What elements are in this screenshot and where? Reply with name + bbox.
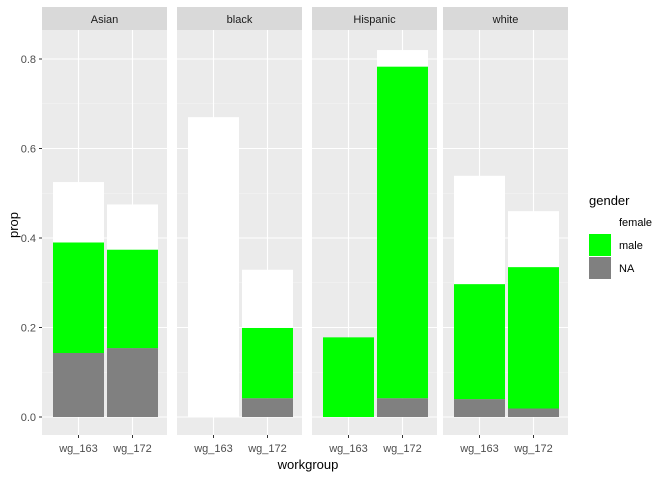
bar-white-wg_172-female xyxy=(508,211,559,268)
bar-asian-wg_172-male xyxy=(107,249,158,349)
bar-asian-wg_163-na xyxy=(53,353,104,417)
x-tick-label: wg_172 xyxy=(513,443,553,455)
bar-white-wg_172-male xyxy=(508,267,559,409)
bar-black-wg_172-female xyxy=(242,269,293,328)
y-tick-label: 0.4 xyxy=(21,233,36,245)
x-tick-label: wg_172 xyxy=(247,443,287,455)
x-tick-label: wg_163 xyxy=(328,443,368,455)
x-axis-title: workgroup xyxy=(277,457,339,472)
legend-key-female xyxy=(589,211,611,233)
legend-label-na: NA xyxy=(619,263,635,275)
y-tick-label: 0.6 xyxy=(21,144,36,156)
facet-strip-label: Hispanic xyxy=(353,14,396,26)
bar-hispanic-wg_172-male xyxy=(377,66,428,399)
bar-white-wg_163-na xyxy=(454,399,505,417)
facet-strip xyxy=(443,7,568,30)
x-tick-label: wg_172 xyxy=(382,443,422,455)
facet-strip xyxy=(42,7,167,30)
legend-label-female: female xyxy=(619,217,652,229)
bar-white-wg_163-male xyxy=(454,284,505,400)
facet-panel-black: black wg_163 wg_172 xyxy=(177,7,302,455)
bar-black-wg_172-male xyxy=(242,327,293,399)
bar-black-wg_172-na xyxy=(242,398,293,417)
x-tick-label: wg_172 xyxy=(112,443,152,455)
bar-black-wg_163-female xyxy=(188,117,239,418)
bar-hispanic-wg_163-male xyxy=(323,337,374,417)
x-tick-label: wg_163 xyxy=(193,443,233,455)
bar-asian-wg_172-female xyxy=(107,204,158,250)
x-tick-label: wg_163 xyxy=(459,443,499,455)
facet-panel-hispanic: Hispanic wg_163 wg_172 xyxy=(312,7,437,455)
legend: gender female male NA xyxy=(589,193,652,279)
y-tick-label: 0.8 xyxy=(21,54,36,66)
x-tick-label: wg_163 xyxy=(58,443,98,455)
bar-asian-wg_172-na xyxy=(107,348,158,417)
facet-panel-white: white wg_163 wg_172 xyxy=(443,7,568,455)
facet-strip xyxy=(177,7,302,30)
bar-asian-wg_163-female xyxy=(53,182,104,243)
facet-panel-asian: Asian wg_163 wg_172 xyxy=(42,7,167,455)
legend-title: gender xyxy=(589,193,630,208)
y-axis-title: prop xyxy=(6,212,21,238)
facet-strip-label: Asian xyxy=(91,14,119,26)
legend-label-male: male xyxy=(619,240,643,252)
bar-hispanic-wg_172-na xyxy=(377,398,428,417)
y-tick-label: 0.0 xyxy=(21,412,36,424)
bar-asian-wg_163-male xyxy=(53,242,104,354)
bar-white-wg_172-na xyxy=(508,408,559,417)
facet-strip-label: white xyxy=(492,14,519,26)
bar-white-wg_163-female xyxy=(454,175,505,285)
facet-strip-label: black xyxy=(227,14,253,26)
bar-hispanic-wg_172-female xyxy=(377,50,428,67)
y-axis: 0.0 0.2 0.4 0.6 0.8 xyxy=(21,54,42,424)
facet-strip xyxy=(312,7,437,30)
legend-key-na xyxy=(589,257,611,279)
y-tick-label: 0.2 xyxy=(21,323,36,335)
legend-key-male xyxy=(589,234,611,256)
